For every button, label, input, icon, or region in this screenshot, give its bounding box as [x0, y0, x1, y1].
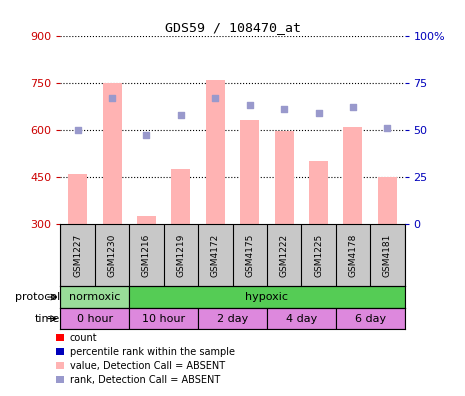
- Bar: [344, 126, 362, 224]
- Bar: [267, 308, 336, 329]
- Text: value, Detection Call = ABSENT: value, Detection Call = ABSENT: [70, 361, 225, 371]
- Text: GSM4178: GSM4178: [348, 233, 358, 277]
- Text: 10 hour: 10 hour: [142, 314, 185, 324]
- Point: [349, 104, 357, 110]
- Bar: [206, 80, 225, 224]
- Point: [384, 125, 391, 131]
- Bar: [240, 120, 259, 224]
- Bar: [378, 177, 397, 224]
- Bar: [172, 169, 190, 224]
- Bar: [137, 216, 156, 224]
- Text: 2 day: 2 day: [217, 314, 248, 324]
- Point: [108, 95, 116, 101]
- Text: GSM1227: GSM1227: [73, 233, 82, 276]
- Bar: [129, 308, 198, 329]
- Text: 0 hour: 0 hour: [77, 314, 113, 324]
- Text: GSM1222: GSM1222: [279, 233, 289, 276]
- Text: GSM1216: GSM1216: [142, 233, 151, 277]
- Text: GSM1219: GSM1219: [176, 233, 186, 277]
- Bar: [60, 308, 129, 329]
- Text: protocol: protocol: [14, 292, 60, 302]
- Text: GSM1225: GSM1225: [314, 233, 323, 276]
- Text: GSM4172: GSM4172: [211, 233, 220, 276]
- Point: [212, 95, 219, 101]
- Text: hypoxic: hypoxic: [246, 292, 288, 302]
- Bar: [103, 83, 121, 224]
- Text: normoxic: normoxic: [69, 292, 120, 302]
- Bar: [336, 308, 405, 329]
- Point: [143, 132, 150, 139]
- Point: [74, 126, 81, 133]
- Text: 4 day: 4 day: [286, 314, 317, 324]
- Text: rank, Detection Call = ABSENT: rank, Detection Call = ABSENT: [70, 375, 220, 385]
- Text: 6 day: 6 day: [355, 314, 385, 324]
- Text: GSM4181: GSM4181: [383, 233, 392, 277]
- Text: GSM1230: GSM1230: [107, 233, 117, 277]
- Bar: [309, 161, 328, 224]
- Point: [280, 106, 288, 112]
- Text: GSM4175: GSM4175: [245, 233, 254, 277]
- Bar: [129, 286, 405, 308]
- Title: GDS59 / 108470_at: GDS59 / 108470_at: [165, 21, 300, 34]
- Bar: [68, 173, 87, 224]
- Point: [246, 102, 253, 109]
- Bar: [275, 131, 293, 224]
- Point: [315, 110, 322, 116]
- Bar: [198, 308, 267, 329]
- Text: count: count: [70, 333, 97, 343]
- Text: time: time: [34, 314, 60, 324]
- Text: percentile rank within the sample: percentile rank within the sample: [70, 346, 235, 357]
- Point: [177, 111, 185, 118]
- Bar: [60, 286, 129, 308]
